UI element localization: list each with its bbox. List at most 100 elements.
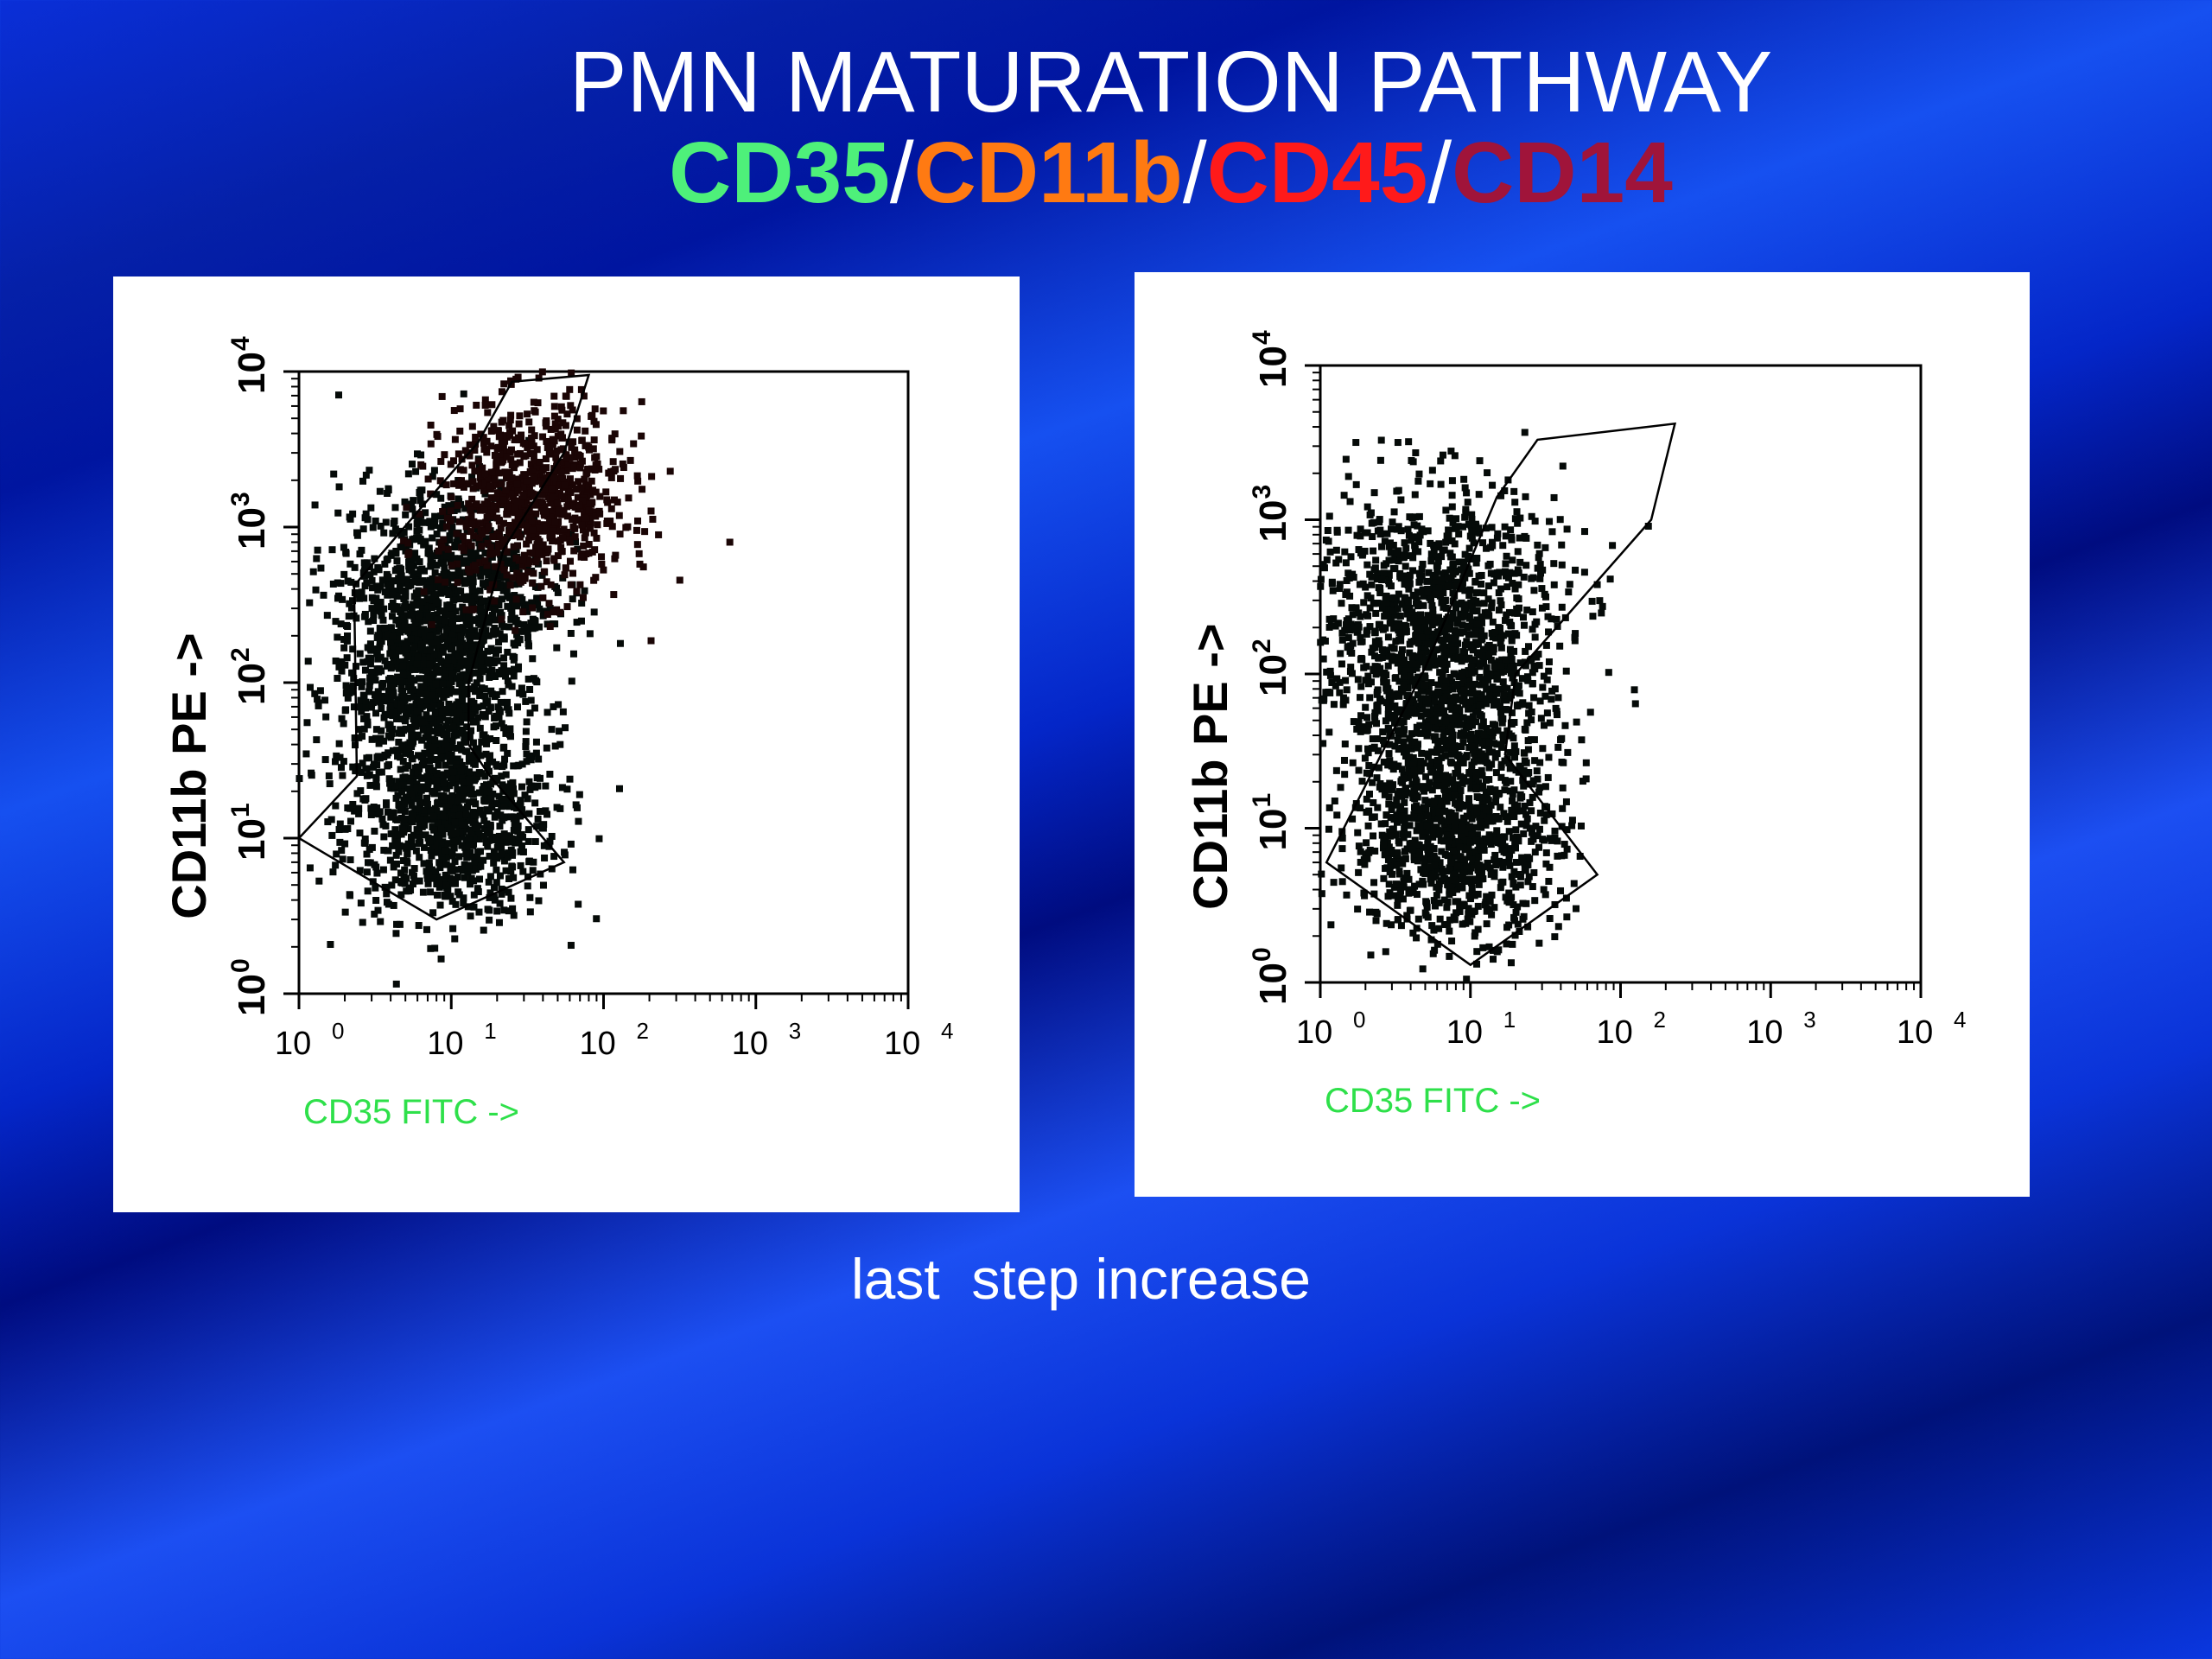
event-point (451, 435, 459, 443)
event-point (362, 510, 370, 518)
event-point (543, 578, 550, 586)
event-point (439, 524, 447, 532)
event-point (355, 734, 363, 741)
event-point (531, 799, 539, 807)
event-point (465, 798, 473, 806)
event-point (569, 438, 577, 446)
event-point (460, 899, 467, 907)
event-point (375, 768, 383, 776)
event-point (452, 829, 460, 836)
event-point (1400, 877, 1408, 885)
event-point (341, 908, 349, 916)
event-point (427, 888, 435, 896)
event-point (1483, 725, 1491, 733)
event-point (508, 862, 516, 870)
event-point (432, 627, 440, 635)
event-point (378, 705, 385, 713)
event-point (582, 529, 589, 537)
event-point (562, 724, 569, 732)
event-point (1424, 913, 1432, 921)
event-point (1354, 906, 1362, 913)
event-point (553, 563, 561, 570)
event-point (339, 772, 346, 779)
event-point (1424, 846, 1432, 854)
event-point (407, 751, 415, 759)
event-point (450, 596, 458, 604)
event-point (591, 405, 599, 413)
event-point (349, 682, 357, 690)
event-point (421, 749, 429, 757)
event-point (540, 821, 548, 829)
event-point (486, 821, 494, 829)
event-point (584, 500, 592, 508)
event-point (417, 662, 425, 670)
event-point (498, 796, 505, 804)
event-point (1562, 798, 1570, 805)
event-point (483, 735, 491, 743)
event-point (476, 519, 484, 527)
event-point (1463, 812, 1471, 820)
event-point (460, 593, 467, 601)
event-point (495, 543, 503, 550)
event-point (1499, 863, 1507, 871)
event-point (481, 557, 489, 565)
event-point (1473, 948, 1481, 956)
event-point (448, 523, 456, 531)
event-point (1472, 823, 1480, 831)
event-point (1458, 833, 1465, 841)
event-point (1631, 700, 1639, 708)
event-point (368, 701, 376, 709)
event-point (596, 493, 604, 500)
title-main: PMN MATURATION PATHWAY (569, 34, 1773, 130)
event-point (1431, 809, 1439, 817)
event-point (415, 922, 423, 930)
event-point (438, 392, 446, 400)
event-point (391, 504, 399, 512)
event-point (493, 657, 501, 664)
event-point (548, 832, 556, 840)
event-point (389, 632, 397, 640)
event-point (349, 510, 357, 518)
event-point (528, 440, 536, 448)
event-point (1357, 712, 1365, 720)
event-point (364, 644, 372, 652)
event-point (550, 435, 558, 443)
event-point (1361, 861, 1369, 868)
event-point (482, 535, 490, 543)
event-point (551, 518, 559, 526)
event-point (548, 508, 556, 516)
event-point (1545, 753, 1553, 761)
event-point (492, 650, 499, 658)
event-point (573, 619, 581, 626)
event-point (453, 530, 461, 537)
event-point (1469, 855, 1477, 863)
event-point (427, 440, 435, 448)
event-point (342, 550, 350, 557)
event-point (528, 604, 536, 612)
event-point (575, 817, 582, 825)
event-point (1453, 761, 1461, 769)
event-point (486, 788, 493, 796)
event-point (1502, 893, 1510, 901)
event-point (394, 673, 402, 681)
event-point (1497, 709, 1505, 716)
event-point (407, 635, 415, 643)
event-point (439, 810, 447, 817)
event-point (450, 805, 458, 813)
event-point (480, 486, 487, 494)
event-point (530, 550, 537, 557)
event-point (1514, 920, 1522, 928)
event-point (516, 690, 524, 697)
event-point (370, 611, 378, 619)
event-point (427, 754, 435, 762)
event-point (579, 497, 587, 505)
event-point (427, 556, 435, 563)
event-point (1385, 793, 1393, 801)
event-point (519, 483, 527, 491)
event-point (585, 506, 593, 514)
event-point (1362, 703, 1370, 711)
event-point (396, 677, 404, 685)
event-point (1482, 821, 1490, 829)
event-point (476, 675, 484, 683)
event-point (306, 599, 314, 607)
